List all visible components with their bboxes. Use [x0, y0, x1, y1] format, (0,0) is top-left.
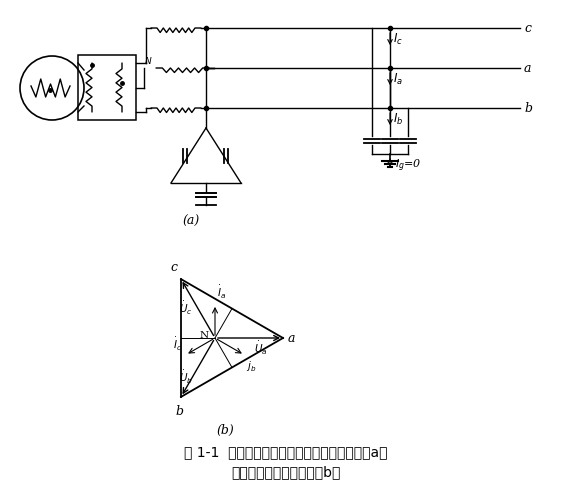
Text: a: a	[524, 62, 531, 74]
Text: N: N	[145, 57, 152, 66]
Text: $I_a$: $I_a$	[393, 71, 403, 87]
Text: b: b	[524, 101, 532, 115]
Text: a: a	[288, 332, 296, 344]
Text: $\dot{U}_b$: $\dot{U}_b$	[179, 369, 193, 386]
Text: b: b	[175, 405, 183, 418]
Text: (b): (b)	[216, 424, 234, 437]
Text: $\dot{U}_c$: $\dot{U}_c$	[180, 300, 193, 317]
Text: c: c	[170, 261, 177, 274]
Text: $\dot{I}_a$: $\dot{I}_a$	[217, 284, 226, 301]
Text: N: N	[200, 332, 209, 340]
Bar	[78, 55, 136, 120]
Text: $\dot{U}_a$: $\dot{U}_a$	[254, 340, 268, 357]
Text: $I_c$: $I_c$	[393, 31, 403, 47]
Text: 图 1-1  简单的中性点不接地系统的等效电路（a）: 图 1-1 简单的中性点不接地系统的等效电路（a）	[184, 445, 388, 459]
Text: c: c	[524, 22, 531, 34]
Text: $I_g$=0: $I_g$=0	[395, 158, 422, 174]
Text: $I_b$: $I_b$	[393, 112, 403, 126]
Text: $\dot{j}_b$: $\dot{j}_b$	[247, 357, 257, 374]
Text: (a): (a)	[182, 215, 200, 228]
Text: 和正常运行时的矢量图（b）: 和正常运行时的矢量图（b）	[231, 465, 341, 479]
Text: $\dot{I}_c$: $\dot{I}_c$	[173, 336, 182, 353]
